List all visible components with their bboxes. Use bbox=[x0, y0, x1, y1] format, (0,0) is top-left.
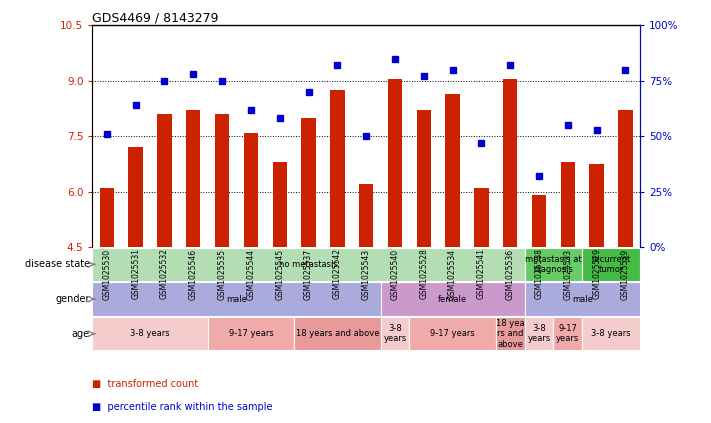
Text: GDS4469 / 8143279: GDS4469 / 8143279 bbox=[92, 11, 219, 24]
Bar bbox=[92, 283, 380, 316]
Bar bbox=[496, 317, 525, 350]
Text: 9-17 years: 9-17 years bbox=[228, 329, 273, 338]
Bar bbox=[92, 248, 525, 281]
Bar bbox=[525, 248, 582, 281]
Text: gender: gender bbox=[55, 294, 90, 304]
Bar bbox=[445, 94, 460, 247]
Bar bbox=[272, 162, 287, 247]
Text: 9-17 years: 9-17 years bbox=[430, 329, 475, 338]
Text: 3-8
years: 3-8 years bbox=[383, 324, 407, 343]
Text: 3-8 years: 3-8 years bbox=[592, 329, 631, 338]
Text: no metastasis: no metastasis bbox=[279, 260, 338, 269]
Bar bbox=[359, 184, 373, 247]
Bar bbox=[208, 317, 294, 350]
Text: 3-8 years: 3-8 years bbox=[130, 329, 170, 338]
Bar bbox=[474, 188, 488, 247]
Text: female: female bbox=[438, 294, 467, 304]
Text: male: male bbox=[226, 294, 247, 304]
Bar bbox=[532, 195, 546, 247]
Bar bbox=[129, 147, 143, 247]
Bar bbox=[100, 188, 114, 247]
Bar bbox=[301, 118, 316, 247]
Bar bbox=[525, 283, 640, 316]
Bar bbox=[330, 90, 345, 247]
Text: male: male bbox=[572, 294, 593, 304]
Bar bbox=[157, 114, 171, 247]
Text: ■  transformed count: ■ transformed count bbox=[92, 379, 198, 389]
Text: metastasis at
diagnosis: metastasis at diagnosis bbox=[525, 255, 582, 274]
Bar bbox=[215, 114, 229, 247]
Bar bbox=[619, 110, 633, 247]
Text: 9-17
years: 9-17 years bbox=[556, 324, 579, 343]
Text: 18 yea
rs and
above: 18 yea rs and above bbox=[496, 319, 525, 349]
Bar bbox=[294, 317, 380, 350]
Bar bbox=[186, 110, 201, 247]
Text: 18 years and above: 18 years and above bbox=[296, 329, 379, 338]
Text: ■  percentile rank within the sample: ■ percentile rank within the sample bbox=[92, 402, 273, 412]
Bar bbox=[92, 317, 208, 350]
Text: recurrent
tumor: recurrent tumor bbox=[592, 255, 631, 274]
Bar bbox=[410, 317, 496, 350]
Bar bbox=[582, 248, 640, 281]
Bar bbox=[380, 283, 525, 316]
Bar bbox=[589, 164, 604, 247]
Bar bbox=[553, 317, 582, 350]
Bar bbox=[244, 132, 258, 247]
Bar bbox=[503, 79, 518, 247]
Bar bbox=[380, 317, 410, 350]
Bar bbox=[525, 317, 553, 350]
Text: disease state: disease state bbox=[25, 259, 90, 269]
Text: age: age bbox=[72, 329, 90, 339]
Bar bbox=[561, 162, 575, 247]
Bar bbox=[417, 110, 431, 247]
Bar bbox=[387, 79, 402, 247]
Bar bbox=[582, 317, 640, 350]
Text: 3-8
years: 3-8 years bbox=[528, 324, 551, 343]
